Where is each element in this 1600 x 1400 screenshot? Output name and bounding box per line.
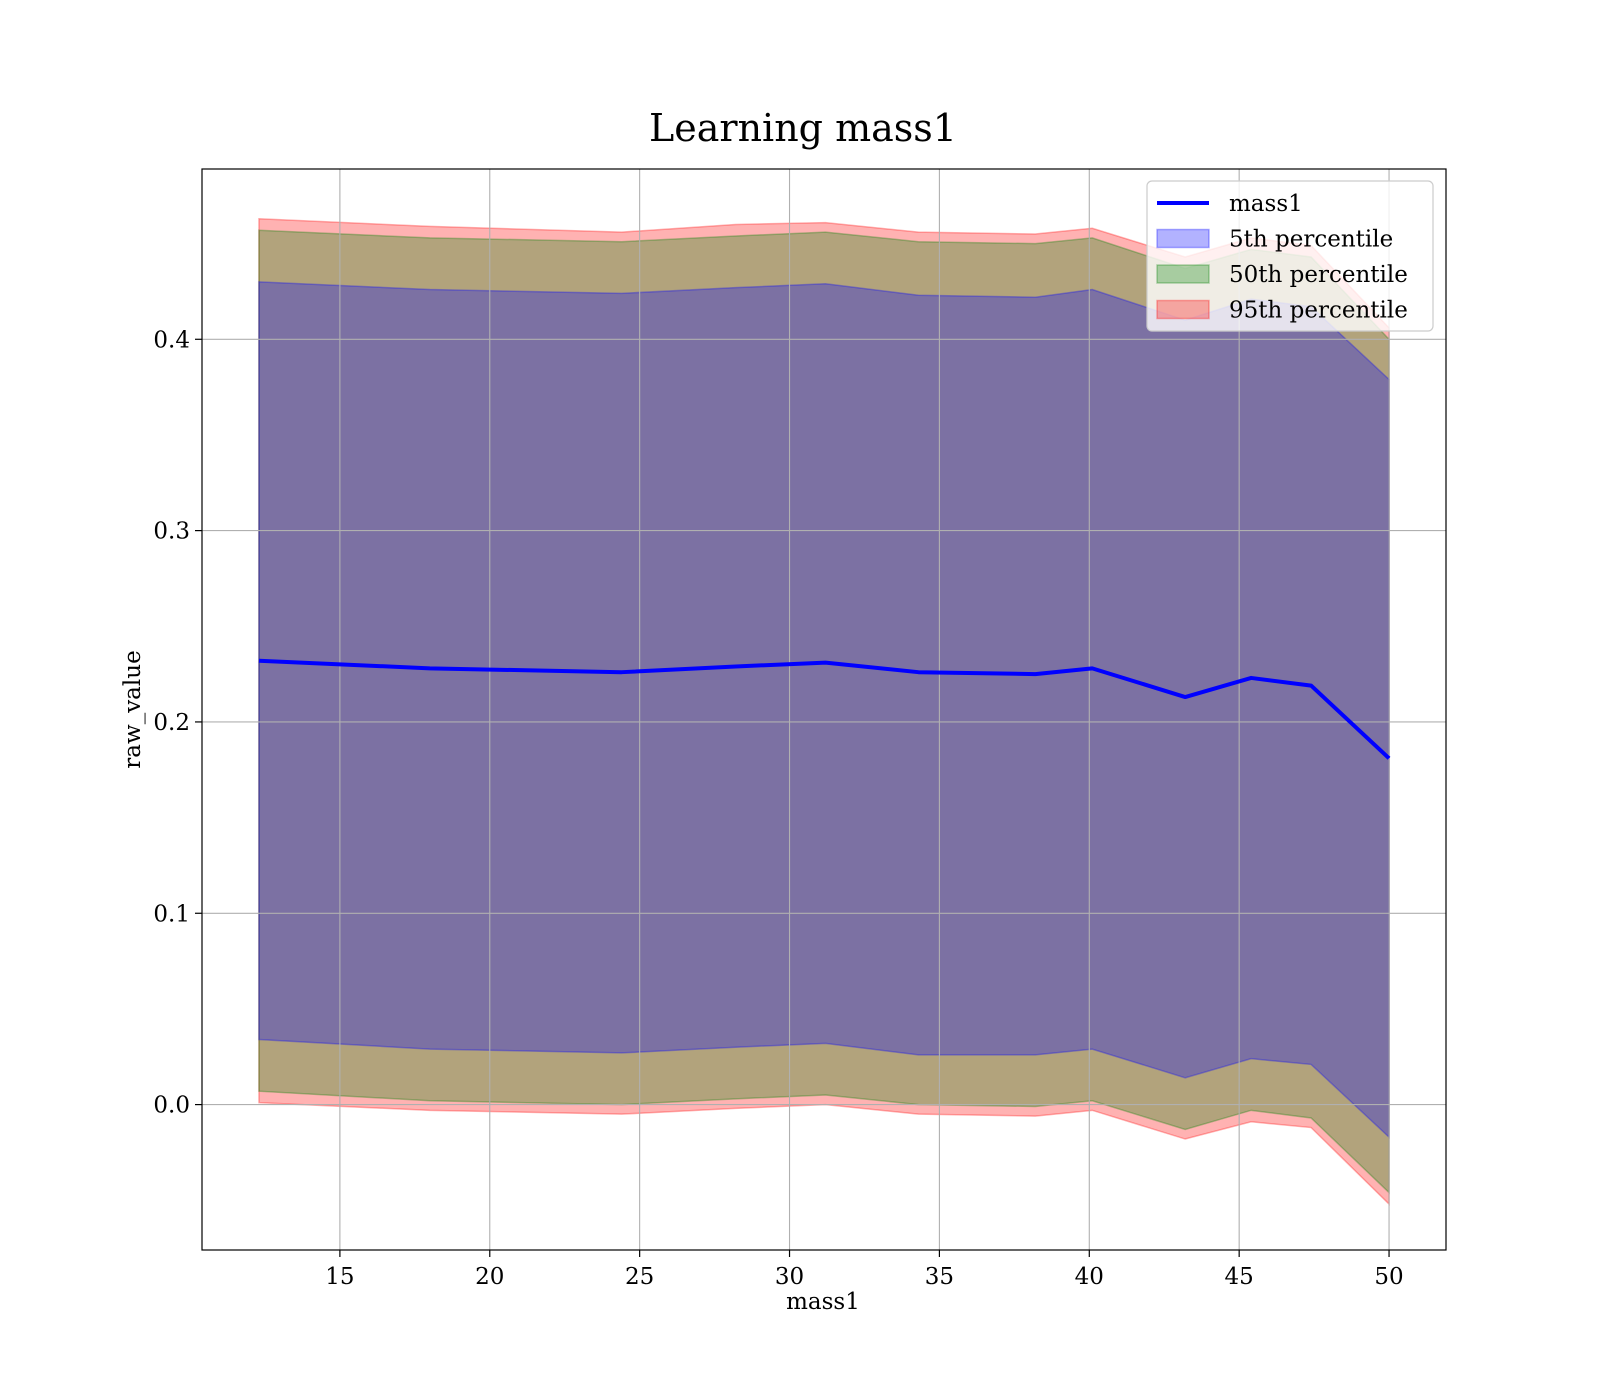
x-tick-label: 50 — [1374, 1264, 1403, 1290]
grid-layer — [202, 169, 1446, 1250]
x-tick-label: 30 — [775, 1264, 804, 1290]
legend-patch-swatch — [1156, 264, 1210, 284]
y-axis-ticks: 0.0 0.1 0.2 0.3 0.4 — [153, 327, 202, 1119]
y-tick-label: 0.4 — [153, 327, 190, 353]
x-tick-label: 20 — [475, 1264, 504, 1290]
legend: mass1 5th percentile 50th percentile 95th p… — [1146, 180, 1434, 332]
legend-label: mass1 — [1229, 191, 1303, 217]
y-tick-label: 0.2 — [153, 710, 190, 736]
legend-box — [1146, 180, 1434, 332]
legend-patch-swatch — [1156, 299, 1210, 320]
y-tick-label: 0.3 — [153, 519, 190, 545]
bands-layer — [258, 217, 1390, 1206]
legend-label: 50th percentile — [1229, 262, 1408, 288]
series-line-mass1 — [258, 658, 1391, 760]
x-tick-label: 15 — [325, 1264, 354, 1290]
legend-label: 95th percentile — [1229, 298, 1408, 324]
x-tick-label: 35 — [925, 1264, 954, 1290]
plot-frame — [201, 168, 1447, 1251]
chart-title: Learning mass1 — [649, 106, 957, 150]
x-axis-ticks: 15 20 25 30 35 40 45 50 — [325, 1250, 1404, 1290]
band-5th-percentile — [258, 281, 1390, 1139]
y-tick-label: 0.0 — [153, 1093, 190, 1119]
x-tick-label: 45 — [1225, 1264, 1254, 1290]
y-tick-label: 0.1 — [153, 901, 190, 927]
x-axis-label: mass1 — [786, 1289, 860, 1315]
plot-area — [201, 168, 1447, 1251]
line-layer — [258, 658, 1391, 760]
legend-patch-swatch — [1156, 228, 1210, 249]
legend-label: 5th percentile — [1229, 227, 1393, 253]
x-tick-label: 40 — [1075, 1264, 1104, 1290]
y-axis-label: raw_value — [120, 650, 146, 768]
x-tick-label: 25 — [625, 1264, 654, 1290]
